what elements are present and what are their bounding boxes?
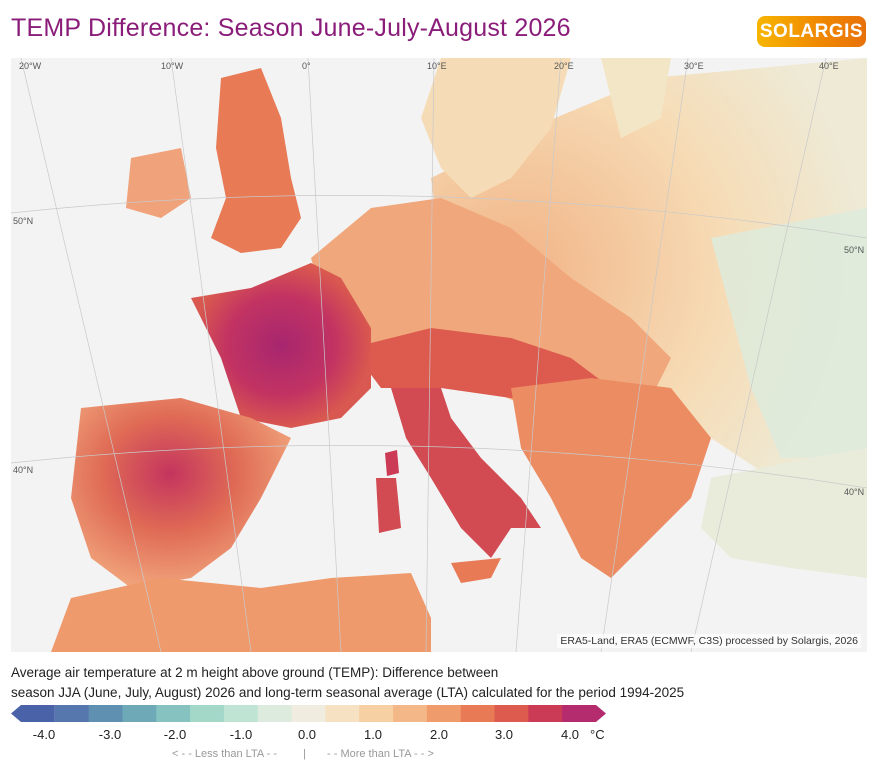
longitude-label: 0°: [302, 61, 311, 71]
latitude-label: 50°N: [13, 216, 34, 226]
ireland-land: [126, 148, 191, 218]
legend-color-segment: [291, 705, 326, 722]
scandinavia-land: [421, 58, 571, 198]
russia-cool-area: [711, 208, 867, 458]
legend-color-segment: [122, 705, 157, 722]
central-europe-land: [311, 198, 671, 418]
legend-tick: 4.0: [560, 727, 580, 742]
solargis-logo: SOLARGIS: [757, 16, 866, 47]
finland-land: [601, 58, 671, 138]
latitude-label: 40°N: [13, 465, 34, 475]
longitude-label: 20°W: [19, 61, 42, 71]
longitude-label: 40°E: [819, 61, 839, 71]
legend-color-segment: [190, 705, 225, 722]
temperature-map[interactable]: 20°W 10°W 0° 10°E 20°E 30°E 40°E 50°N 40…: [11, 58, 867, 652]
legend-color-segment: [325, 705, 360, 722]
legend-color-segment: [11, 705, 55, 722]
latitude-label: 40°N: [844, 487, 865, 497]
legend-color-segment: [223, 705, 259, 722]
balkans-land: [511, 378, 711, 578]
legend-ticks: -4.0 -3.0 -2.0 -1.0 0.0 1.0 2.0 3.0 4.0 …: [0, 727, 878, 745]
legend-color-segment: [393, 705, 428, 722]
legend-color-segment: [562, 705, 606, 722]
iberia-land: [71, 398, 291, 588]
legend-tick: -4.0: [32, 727, 56, 742]
sicily-land: [451, 558, 501, 583]
map-description: Average air temperature at 2 m height ab…: [11, 663, 684, 703]
great-britain-land: [211, 68, 301, 253]
description-line: season JJA (June, July, August) 2026 and…: [11, 685, 685, 700]
legend-color-segment: [528, 705, 563, 722]
legend-tick: 0.0: [297, 727, 317, 742]
legend-color-segment: [460, 705, 496, 722]
map-title: TEMP Difference: Season June-July-August…: [11, 14, 571, 42]
color-legend: [11, 705, 606, 722]
more-than-lta-label: - - More than LTA - - >: [327, 748, 434, 760]
data-credit: ERA5-Land, ERA5 (ECMWF, C3S) processed b…: [557, 634, 861, 648]
legend-unit: °C: [590, 727, 605, 742]
longitude-label: 20°E: [554, 61, 574, 71]
turkey-land: [701, 448, 867, 578]
graticule: [11, 58, 867, 652]
legend-tick: 3.0: [494, 727, 514, 742]
legend-tick: -1.0: [229, 727, 253, 742]
legend-color-segment: [257, 705, 293, 722]
lta-separator: |: [303, 748, 306, 760]
legend-color-segment: [494, 705, 529, 722]
legend-color-segment: [88, 705, 123, 722]
map-canvas: [11, 58, 867, 652]
sardinia-land: [376, 478, 401, 533]
longitude-label: 10°W: [161, 61, 184, 71]
description-line: Average air temperature at 2 m height ab…: [11, 665, 499, 680]
longitude-label: 30°E: [684, 61, 704, 71]
legend-tick: 2.0: [429, 727, 449, 742]
legend-color-segment: [426, 705, 462, 722]
legend-color-segment: [156, 705, 191, 722]
legend-tick: 1.0: [363, 727, 383, 742]
north-africa-land: [51, 573, 431, 652]
less-than-lta-label: < - - Less than LTA - -: [172, 748, 278, 760]
legend-color-segment: [54, 705, 90, 722]
corsica-land: [385, 450, 399, 476]
legend-tick: -2.0: [163, 727, 187, 742]
longitude-label: 10°E: [427, 61, 447, 71]
legend-color-segment: [359, 705, 394, 722]
latitude-label: 50°N: [844, 245, 865, 255]
italy-land: [391, 388, 541, 558]
legend-tick: -3.0: [98, 727, 122, 742]
